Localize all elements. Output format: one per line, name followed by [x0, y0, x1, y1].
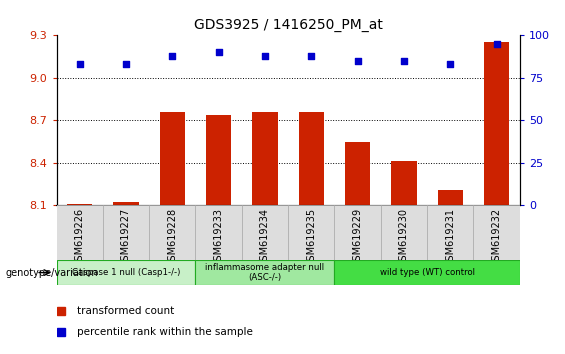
Bar — [195, 205, 242, 260]
Point — [353, 58, 362, 64]
Text: GSM619232: GSM619232 — [492, 208, 502, 267]
Bar — [195, 260, 334, 285]
Bar — [298, 112, 324, 205]
Text: GSM619231: GSM619231 — [445, 208, 455, 267]
Text: GSM619228: GSM619228 — [167, 208, 177, 267]
Text: inflammasome adapter null
(ASC-/-): inflammasome adapter null (ASC-/-) — [206, 263, 324, 282]
Bar — [334, 205, 381, 260]
Title: GDS3925 / 1416250_PM_at: GDS3925 / 1416250_PM_at — [194, 18, 383, 32]
Text: GSM619230: GSM619230 — [399, 208, 409, 267]
Point — [168, 53, 177, 59]
Bar — [334, 260, 520, 285]
Bar — [437, 190, 463, 205]
Point — [399, 58, 408, 64]
Text: GSM619233: GSM619233 — [214, 208, 224, 267]
Bar — [113, 202, 139, 205]
Point — [121, 62, 131, 67]
Bar — [288, 205, 334, 260]
Point — [492, 41, 501, 47]
Bar — [345, 142, 371, 205]
Bar — [159, 112, 185, 205]
Bar — [391, 161, 417, 205]
Text: Caspase 1 null (Casp1-/-): Caspase 1 null (Casp1-/-) — [72, 268, 180, 277]
Point — [75, 62, 84, 67]
Bar — [56, 205, 103, 260]
Point — [307, 53, 316, 59]
Text: GSM619227: GSM619227 — [121, 208, 131, 267]
Text: GSM619234: GSM619234 — [260, 208, 270, 267]
Point — [446, 62, 455, 67]
Point — [214, 50, 223, 55]
Bar — [427, 205, 473, 260]
Text: percentile rank within the sample: percentile rank within the sample — [77, 327, 253, 337]
Bar — [149, 205, 195, 260]
Point — [260, 53, 270, 59]
Bar — [56, 260, 195, 285]
Text: transformed count: transformed count — [77, 306, 175, 316]
Bar — [381, 205, 427, 260]
Bar — [103, 205, 149, 260]
Text: GSM619226: GSM619226 — [75, 208, 85, 267]
Bar — [484, 42, 510, 205]
Text: GSM619235: GSM619235 — [306, 208, 316, 267]
Bar — [67, 204, 93, 205]
Text: GSM619229: GSM619229 — [353, 208, 363, 267]
Bar — [252, 112, 278, 205]
Bar — [473, 205, 520, 260]
Text: genotype/variation: genotype/variation — [6, 268, 98, 278]
Text: wild type (WT) control: wild type (WT) control — [380, 268, 475, 277]
Bar — [206, 115, 232, 205]
Bar — [242, 205, 288, 260]
